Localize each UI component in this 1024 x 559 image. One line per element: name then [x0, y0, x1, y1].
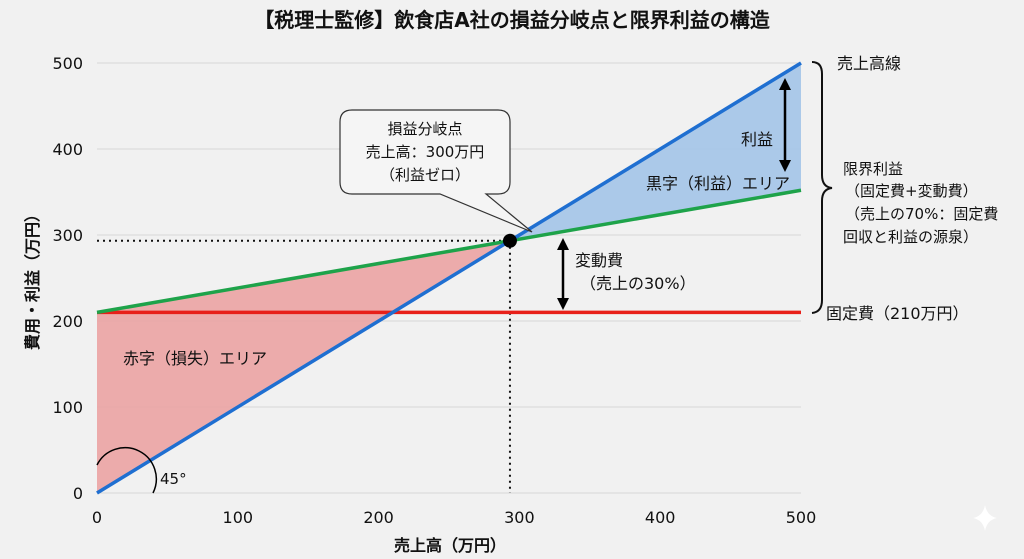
profit-label: 利益: [741, 130, 773, 149]
profit-area-label: 黒字（利益）エリア: [646, 174, 790, 193]
angle-label: 45°: [160, 470, 187, 488]
marginal-profit-label: 限界利益: [843, 160, 903, 178]
x-axis-label: 売上高（万円）: [394, 536, 506, 555]
chart-title: 【税理士監修】飲食店A社の損益分岐点と限界利益の構造: [254, 8, 770, 32]
callout-sales: 売上高：300万円: [366, 143, 485, 161]
angle-arc: [96, 446, 158, 494]
variable-cost-arrow: [557, 238, 569, 310]
total-cost-line: [96, 188, 802, 315]
profit-arrow: [779, 78, 791, 172]
sparkle-icon: [973, 505, 997, 531]
y-tick-label: 400: [52, 140, 83, 159]
x-tick-label: 500: [786, 508, 817, 527]
callout-title: 損益分岐点: [387, 120, 462, 138]
series-lines: [96, 61, 802, 495]
marginal-profit-line2: （固定費+変動費）: [845, 182, 978, 200]
marginal-profit-line3: （売上の70%：固定費: [845, 205, 998, 223]
y-tick-label: 200: [52, 312, 83, 331]
x-tick-label: 300: [504, 508, 535, 527]
loss-area-label: 赤字（損失）エリア: [123, 349, 267, 368]
variable-cost-sub: （売上の30%）: [580, 274, 696, 293]
y-axis-label: 費用・利益（万円）: [23, 206, 42, 350]
breakeven-callout: 損益分岐点 売上高：300万円 （利益ゼロ）: [339, 109, 533, 233]
y-tick-label: 500: [52, 54, 83, 73]
breakeven-guides: [97, 239, 511, 493]
x-tick-label: 400: [645, 508, 676, 527]
sales-line-label: 売上高線: [837, 54, 901, 73]
marginal-profit-line4: 回収と利益の源泉）: [843, 228, 978, 246]
fixed-cost-label: 固定費（210万円）: [826, 304, 969, 323]
callout-note: （利益ゼロ）: [380, 166, 470, 184]
variable-cost-label: 変動費: [575, 251, 623, 270]
marginal-profit-brace: [811, 61, 833, 314]
y-tick-label: 100: [52, 398, 83, 417]
x-tick-label: 0: [92, 508, 102, 527]
x-tick-label: 200: [363, 508, 394, 527]
x-tick-label: 100: [223, 508, 254, 527]
tick-labels: 0 100 200 300 400 500 0 100 200 300 400 500: [52, 54, 816, 527]
breakeven-point: [502, 233, 517, 248]
sales-line: [96, 61, 802, 495]
y-tick-label: 0: [73, 484, 83, 503]
y-tick-label: 300: [52, 226, 83, 245]
